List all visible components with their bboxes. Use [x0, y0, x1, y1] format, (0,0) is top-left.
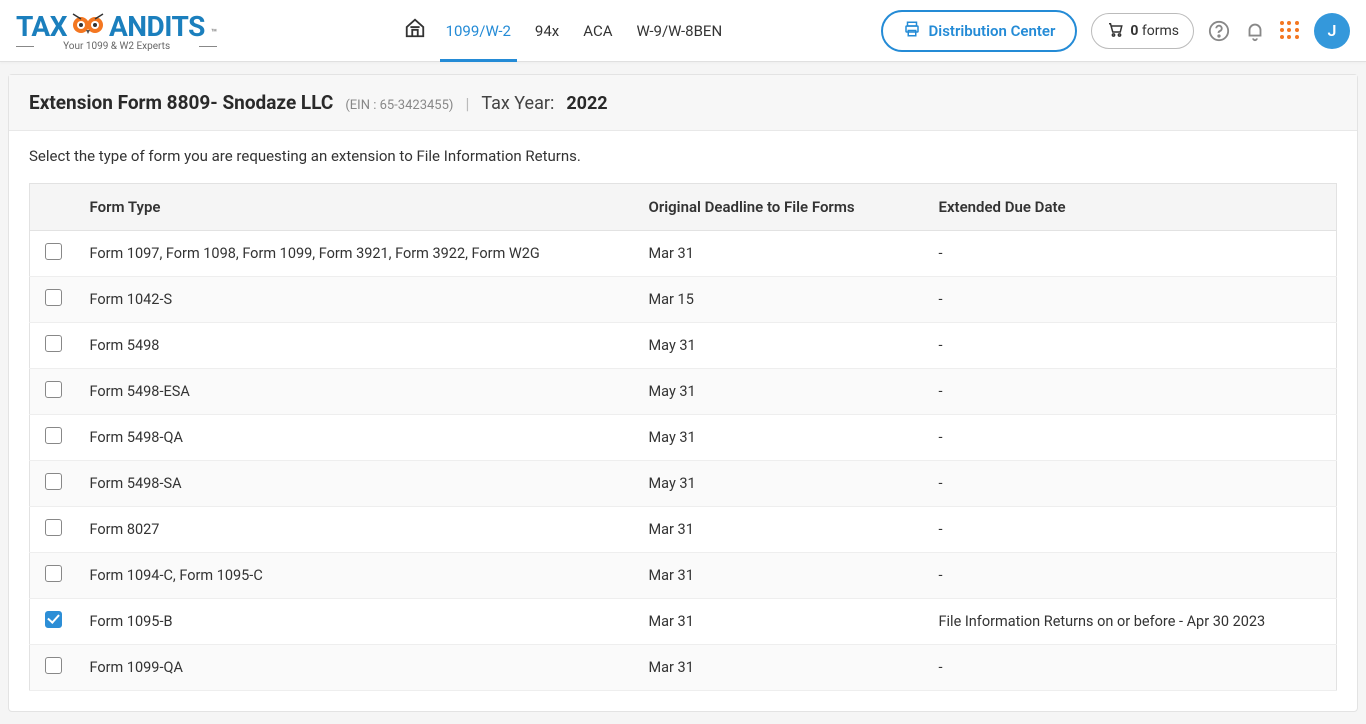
- cell-deadline: Mar 31: [637, 599, 927, 645]
- main-container: Extension Form 8809- Snodaze LLC (EIN : …: [8, 74, 1358, 712]
- cell-deadline: Mar 15: [637, 277, 927, 323]
- cell-extended: -: [927, 507, 1337, 553]
- row-checkbox[interactable]: [45, 611, 62, 628]
- col-deadline: Original Deadline to File Forms: [637, 184, 927, 231]
- brand-tax: TAX: [16, 10, 67, 43]
- apps-icon[interactable]: [1280, 21, 1300, 41]
- cell-extended: -: [927, 231, 1337, 277]
- help-icon[interactable]: [1208, 20, 1230, 42]
- col-form-type: Form Type: [78, 184, 637, 231]
- table-row: Form 1042-SMar 15-: [30, 277, 1337, 323]
- cart-count: 0 forms: [1130, 23, 1179, 39]
- table-wrap: Form Type Original Deadline to File Form…: [9, 183, 1357, 711]
- distribution-center-button[interactable]: Distribution Center: [881, 10, 1078, 52]
- table-row: Form 1099-QAMar 31-: [30, 645, 1337, 691]
- cell-form-type: Form 1042-S: [78, 277, 637, 323]
- row-checkbox[interactable]: [45, 289, 62, 306]
- cell-deadline: Mar 31: [637, 645, 927, 691]
- ein-text: (EIN : 65-3423455): [345, 98, 453, 113]
- table-row: Form 1097, Form 1098, Form 1099, Form 39…: [30, 231, 1337, 277]
- row-checkbox[interactable]: [45, 657, 62, 674]
- table-row: Form 5498-ESAMay 31-: [30, 369, 1337, 415]
- cell-extended: -: [927, 461, 1337, 507]
- cell-deadline: May 31: [637, 323, 927, 369]
- cell-extended: -: [927, 277, 1337, 323]
- instruction-text: Select the type of form you are requesti…: [9, 131, 1357, 183]
- cell-form-type: Form 8027: [78, 507, 637, 553]
- owl-icon: [71, 12, 105, 36]
- row-checkbox[interactable]: [45, 565, 62, 582]
- row-checkbox[interactable]: [45, 427, 62, 444]
- col-extended: Extended Due Date: [927, 184, 1337, 231]
- table-row: Form 1094-C, Form 1095-CMar 31-: [30, 553, 1337, 599]
- bell-icon[interactable]: [1244, 20, 1266, 42]
- table-row: Form 5498-QAMay 31-: [30, 415, 1337, 461]
- cell-deadline: Mar 31: [637, 507, 927, 553]
- top-bar: TAX ANDITS ™ Your 1099 & W2 Experts: [0, 0, 1366, 62]
- cell-extended: File Information Returns on or before - …: [927, 599, 1337, 645]
- tax-year-label: Tax Year:: [481, 93, 554, 114]
- nav-item-1099-w-2[interactable]: 1099/W-2: [434, 0, 523, 62]
- cell-extended: -: [927, 323, 1337, 369]
- nav-item-w-9-w-8ben[interactable]: W-9/W-8BEN: [625, 0, 735, 62]
- form-table: Form Type Original Deadline to File Form…: [29, 183, 1337, 691]
- row-checkbox[interactable]: [45, 381, 62, 398]
- cell-deadline: May 31: [637, 461, 927, 507]
- row-checkbox[interactable]: [45, 519, 62, 536]
- nav-item-94x[interactable]: 94x: [523, 0, 571, 62]
- table-row: Form 8027Mar 31-: [30, 507, 1337, 553]
- cell-extended: -: [927, 553, 1337, 599]
- cell-form-type: Form 1095-B: [78, 599, 637, 645]
- cell-deadline: Mar 31: [637, 231, 927, 277]
- brand-logo[interactable]: TAX ANDITS ™ Your 1099 & W2 Experts: [16, 10, 217, 52]
- brand-tm: ™: [211, 28, 217, 39]
- header-divider: |: [465, 94, 469, 113]
- table-row: Form 5498May 31-: [30, 323, 1337, 369]
- row-checkbox[interactable]: [45, 243, 62, 260]
- cell-extended: -: [927, 369, 1337, 415]
- page-title: Extension Form 8809- Snodaze LLC: [29, 91, 333, 114]
- table-row: Form 5498-SAMay 31-: [30, 461, 1337, 507]
- cell-form-type: Form 5498-QA: [78, 415, 637, 461]
- cell-form-type: Form 5498-ESA: [78, 369, 637, 415]
- home-icon[interactable]: [404, 17, 426, 44]
- cell-form-type: Form 1097, Form 1098, Form 1099, Form 39…: [78, 231, 637, 277]
- cell-form-type: Form 1099-QA: [78, 645, 637, 691]
- nav-item-aca[interactable]: ACA: [571, 0, 624, 62]
- tax-year-value: 2022: [566, 93, 607, 114]
- cell-deadline: May 31: [637, 369, 927, 415]
- cell-deadline: May 31: [637, 415, 927, 461]
- brand-andits: ANDITS: [109, 10, 205, 43]
- page-header: Extension Form 8809- Snodaze LLC (EIN : …: [9, 75, 1357, 131]
- nav-center: 1099/W-294xACAW-9/W-8BEN: [257, 0, 880, 62]
- cell-deadline: Mar 31: [637, 553, 927, 599]
- col-checkbox: [30, 184, 78, 231]
- table-row: Form 1095-BMar 31File Information Return…: [30, 599, 1337, 645]
- cell-extended: -: [927, 645, 1337, 691]
- nav-right: Distribution Center 0 forms: [881, 10, 1350, 52]
- brand-tagline: Your 1099 & W2 Experts: [16, 41, 217, 52]
- cell-form-type: Form 1094-C, Form 1095-C: [78, 553, 637, 599]
- row-checkbox[interactable]: [45, 335, 62, 352]
- cart-icon: [1106, 20, 1124, 42]
- cell-form-type: Form 5498-SA: [78, 461, 637, 507]
- distribution-center-label: Distribution Center: [929, 22, 1056, 40]
- cell-form-type: Form 5498: [78, 323, 637, 369]
- nav-items: 1099/W-294xACAW-9/W-8BEN: [434, 0, 735, 62]
- row-checkbox[interactable]: [45, 473, 62, 490]
- avatar[interactable]: J: [1314, 13, 1350, 49]
- printer-icon: [903, 20, 921, 42]
- cell-extended: -: [927, 415, 1337, 461]
- brand-logo-row: TAX ANDITS ™: [16, 10, 217, 43]
- cart-button[interactable]: 0 forms: [1091, 13, 1194, 49]
